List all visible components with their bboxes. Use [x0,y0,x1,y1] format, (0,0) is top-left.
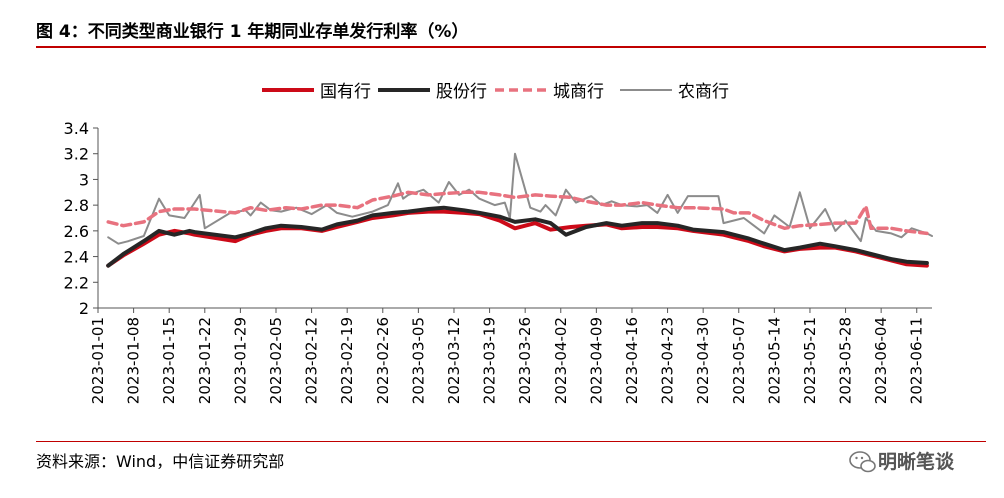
series-line-4 [107,152,933,245]
source-note: 资料来源：Wind，中信证券研究部 [36,452,285,471]
line-chart: 国有行 股份行 城商行 农商行 2 2.2 2.4 2.6 2.8 3 3.2 3.4 2023-01… [64,82,933,404]
x-tick-label: 2023-03-19 [481,317,499,404]
x-tick-label: 2023-05-07 [730,317,748,404]
y-tick-label: 3.2 [64,145,89,164]
series-line-2 [106,205,929,268]
x-tick-label: 2023-05-14 [765,317,783,404]
x-tick-label: 2023-01-01 [89,317,107,404]
x-tick-label: 2023-04-30 [694,317,712,404]
x-tick-label: 2023-02-12 [303,317,321,404]
x-tick-label: 2023-04-02 [552,317,570,404]
x-tick-label: 2023-05-28 [837,317,855,404]
x-tick-label: 2023-03-05 [409,317,427,404]
watermark: 明晰笔谈 [848,445,988,479]
series-line-3 [106,190,929,236]
footer-rule [36,441,986,442]
wechat-icon [849,451,876,473]
x-tick-label: 2023-05-21 [801,317,819,404]
x-tick-label: 2023-01-22 [196,317,214,404]
x-tick-label: 2023-01-08 [125,317,143,404]
x-tick-label: 2023-02-05 [267,317,285,404]
y-tick-label: 2.6 [64,222,89,241]
x-tick-label: 2023-04-09 [587,317,605,404]
x-tick-label: 2023-04-16 [623,317,641,404]
x-tick-label: 2023-02-19 [338,317,356,404]
x-tick-label: 2023-01-29 [231,317,249,404]
y-tick-label: 2.4 [64,248,89,267]
y-tick-label: 3 [79,170,89,189]
x-tick-label: 2023-02-26 [374,317,392,404]
figure-header: 图 4：不同类型商业银行 1 年期同业存单发行利率（%） [36,18,986,46]
chart-plot-area [106,152,933,268]
chart-axes: 2 2.2 2.4 2.6 2.8 3 3.2 3.4 2023-01-01 2023-01-08… [64,119,932,404]
watermark-text: 明晰笔谈 [878,451,955,473]
x-tick-label: 2023-04-23 [659,317,677,404]
figure-title: 图 4：不同类型商业银行 1 年期同业存单发行利率（%） [36,22,469,42]
header-rule [36,46,986,48]
x-tick-label: 2023-03-12 [445,317,463,404]
legend-label-4: 农商行 [678,82,729,102]
legend-label-3: 城商行 [553,82,604,102]
x-tick-label: 2023-03-26 [516,317,534,404]
x-tick-label: 2023-06-04 [872,317,890,404]
chart-legend: 国有行 股份行 城商行 农商行 [262,82,729,102]
y-tick-label: 2.8 [64,196,89,215]
x-tick-label: 2023-01-15 [160,317,178,404]
legend-label-1: 国有行 [320,82,371,102]
y-tick-label: 2.2 [64,273,89,292]
x-tick-label: 2023-06-11 [908,317,926,404]
legend-label-2: 股份行 [436,82,487,102]
y-tick-label: 3.4 [64,119,89,138]
y-tick-label: 2 [79,299,89,318]
